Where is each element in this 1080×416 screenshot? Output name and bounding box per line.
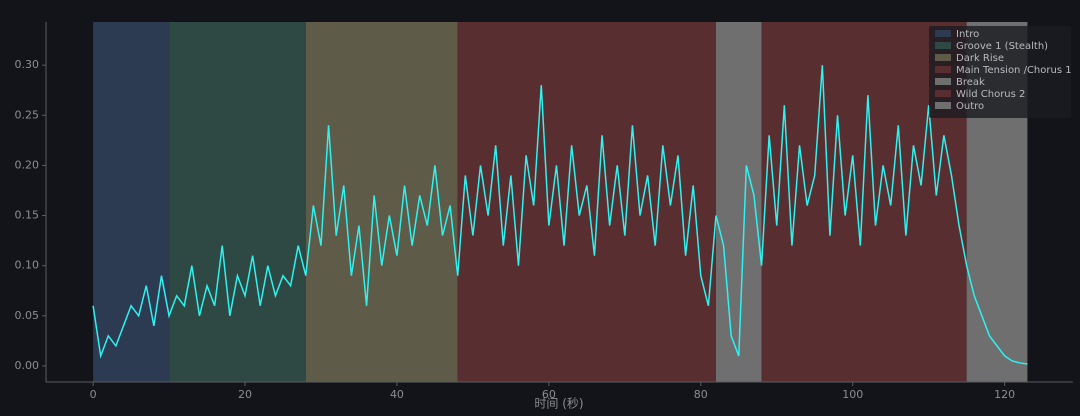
legend-swatch bbox=[935, 54, 951, 61]
region bbox=[93, 22, 170, 382]
region bbox=[305, 22, 458, 382]
x-tick-label: 40 bbox=[390, 388, 404, 401]
legend-swatch bbox=[935, 30, 951, 37]
legend-swatch bbox=[935, 90, 951, 97]
x-tick-label: 120 bbox=[994, 388, 1015, 401]
x-tick-label: 80 bbox=[694, 388, 708, 401]
region bbox=[169, 22, 306, 382]
x-tick-label: 60 bbox=[542, 388, 556, 401]
legend-label: Outro bbox=[956, 101, 984, 112]
legend-swatch bbox=[935, 102, 951, 109]
legend-label: Groove 1 (Stealth) bbox=[956, 41, 1048, 52]
legend-swatch bbox=[935, 42, 951, 49]
legend-label: Dark Rise bbox=[956, 53, 1004, 64]
y-tick-label: 0.10 bbox=[15, 259, 40, 272]
y-tick-label: 0.00 bbox=[15, 359, 40, 372]
legend-swatch bbox=[935, 78, 951, 85]
x-tick-label: 0 bbox=[90, 388, 97, 401]
legend-label: Wild Chorus 2 bbox=[956, 89, 1025, 100]
y-tick-label: 0.15 bbox=[15, 209, 40, 222]
legend-box bbox=[929, 26, 1071, 118]
y-tick-label: 0.25 bbox=[15, 108, 40, 121]
y-tick-label: 0.05 bbox=[15, 309, 40, 322]
legend-label: Break bbox=[956, 77, 985, 88]
legend-label: Intro bbox=[956, 29, 979, 40]
y-tick-label: 0.30 bbox=[15, 58, 40, 71]
legend-swatch bbox=[935, 66, 951, 73]
y-tick-label: 0.20 bbox=[15, 158, 40, 171]
region bbox=[457, 22, 716, 382]
x-tick-label: 20 bbox=[238, 388, 252, 401]
data-line bbox=[92, 65, 1028, 365]
legend-label: Main Tension /Chorus 1 bbox=[956, 65, 1072, 76]
x-axis-label: 时间 (秒) bbox=[534, 397, 583, 411]
x-tick-label: 100 bbox=[842, 388, 863, 401]
